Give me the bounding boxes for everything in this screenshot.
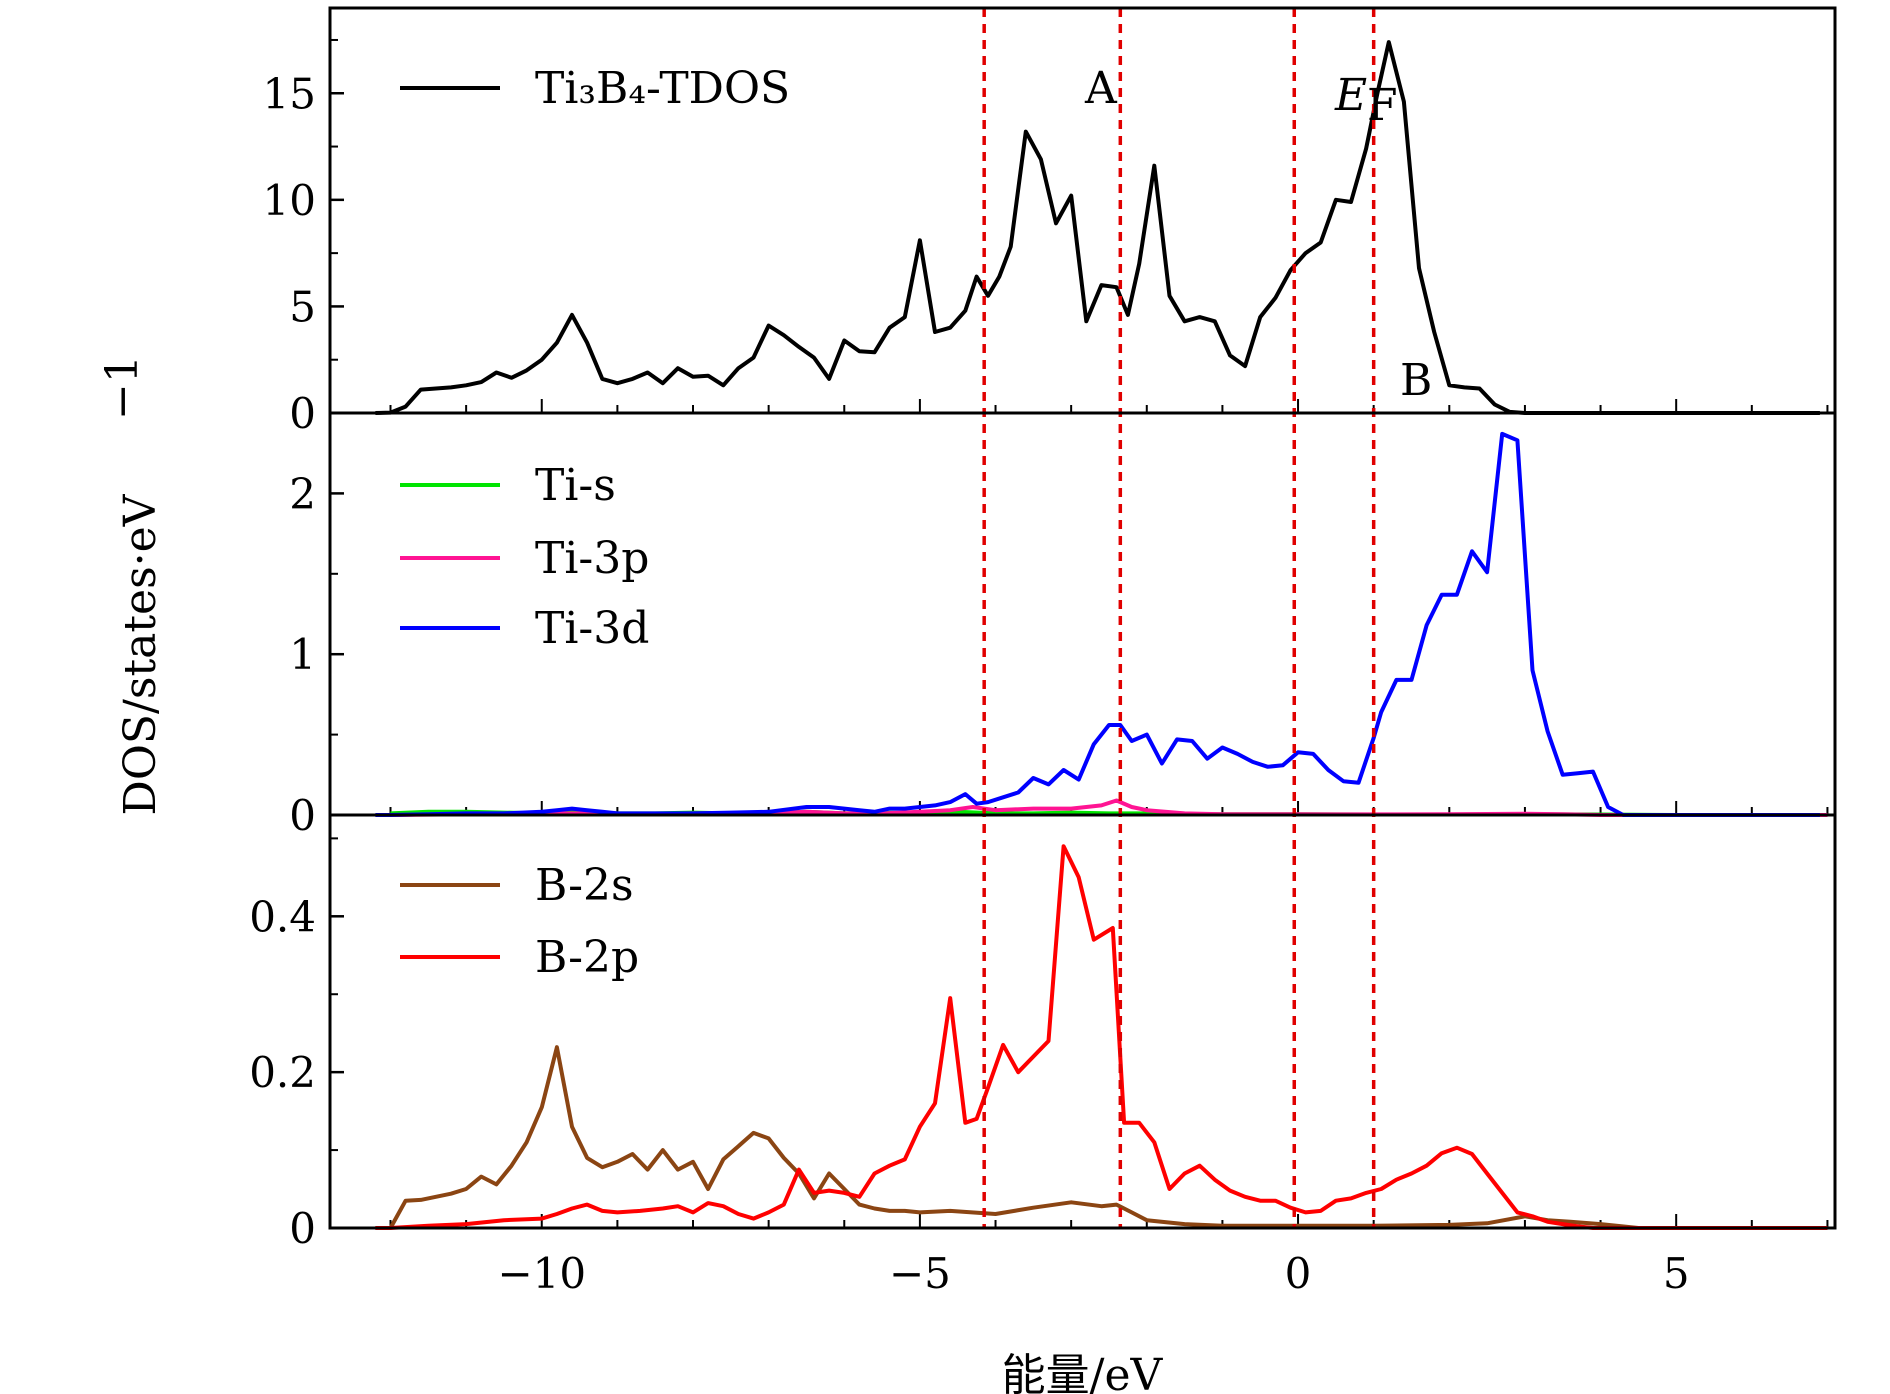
annotation-a: A — [1084, 63, 1118, 114]
x-tick-label-0: −10 — [497, 1249, 586, 1298]
legend-bottom: B-2s B-2p — [400, 860, 639, 983]
x-axis-title: 能量/eV — [1002, 1350, 1164, 1394]
panels-group: 0 5 10 15 0 1 2 0 0.2 0.4 −10 −5 0 5 — [249, 38, 1829, 1298]
y-tick-label-middle-1: 1 — [289, 630, 316, 679]
y-axis-title-superscript: −1 — [97, 355, 148, 420]
legend-middle: Ti-s Ti-3p Ti-3d — [400, 460, 649, 654]
legend-label-b-2p: B-2p — [535, 932, 639, 983]
x-tick-label-2: 0 — [1285, 1249, 1312, 1298]
y-tick-label-bottom-1: 0.2 — [249, 1048, 316, 1097]
annotation-fermi-level: E F — [1334, 70, 1398, 131]
annotation-b: B — [1400, 355, 1432, 406]
y-tick-label-middle-0: 0 — [289, 791, 316, 840]
x-tick-label-3: 5 — [1663, 1249, 1690, 1298]
y-tick-label-top-2: 10 — [263, 176, 316, 225]
legend-top: Ti₃B₄-TDOS — [400, 63, 790, 114]
y-tick-label-top-1: 5 — [289, 282, 316, 331]
legend-label-tdos: Ti₃B₄-TDOS — [535, 63, 790, 114]
y-tick-label-top-3: 15 — [263, 69, 316, 118]
fermi-reference-lines — [982, 8, 1376, 1228]
y-axis-title-main: DOS/states·eV — [115, 493, 166, 815]
y-axis-title: DOS/states·eV −1 — [97, 355, 166, 815]
legend-label-ti-3d: Ti-3d — [535, 603, 649, 654]
series-b-2s — [375, 1045, 1828, 1230]
x-tick-label-1: −5 — [889, 1249, 951, 1298]
panel-bottom: 0 0.2 0.4 −10 −5 0 5 — [249, 837, 1829, 1298]
legend-label-ti-s: Ti-s — [535, 460, 616, 511]
y-tick-label-bottom-2: 0.4 — [249, 892, 316, 941]
plot-frame — [328, 6, 1837, 1230]
y-tick-label-bottom-0: 0 — [289, 1204, 316, 1253]
panel-top: 0 5 10 15 — [263, 38, 1829, 438]
series-ti-3d — [375, 431, 1820, 817]
y-tick-label-middle-2: 2 — [289, 469, 316, 518]
y-tick-label-top-0: 0 — [289, 389, 316, 438]
panel-middle: 0 1 2 — [289, 431, 1829, 840]
legend-label-b-2s: B-2s — [535, 860, 634, 911]
annotation-fermi-e: E — [1334, 70, 1367, 121]
annotation-fermi-subscript: F — [1367, 80, 1398, 131]
legend-label-ti-3p: Ti-3p — [535, 533, 649, 584]
series-b-2p — [375, 844, 1828, 1230]
